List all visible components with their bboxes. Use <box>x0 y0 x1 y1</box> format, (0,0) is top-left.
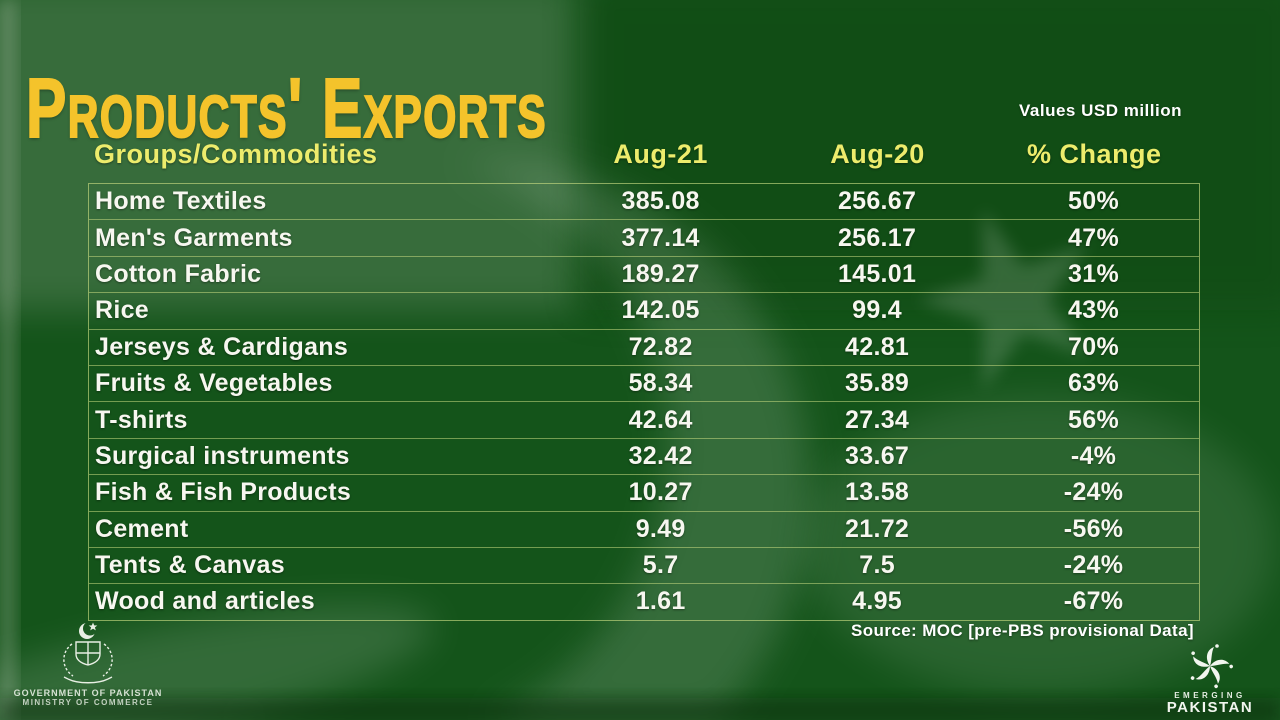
government-emblem-icon <box>46 620 130 686</box>
commodity-cell: Tents & Canvas <box>95 551 285 580</box>
page-title: Products' Exports <box>25 61 548 156</box>
table-row: Wood and articles 1.61 4.95 -67% <box>89 583 1199 619</box>
percent-change-cell: 31% <box>1068 259 1119 288</box>
table-row: Cotton Fabric 189.27 145.01 31% <box>89 255 1199 292</box>
table-row: Rice 142.05 99.4 43% <box>89 292 1199 328</box>
table-row: Cement 9.49 21.72 -56% <box>89 510 1199 547</box>
aug20-value-cell: 145.01 <box>837 259 917 288</box>
commodity-cell: Home Textiles <box>95 187 267 216</box>
aug21-value-cell: 58.34 <box>628 369 693 398</box>
percent-change-cell: 63% <box>1068 369 1119 398</box>
government-of-pakistan-logo: GOVERNMENT OF PAKISTAN MINISTRY OF COMME… <box>8 620 168 707</box>
aug20-value-cell: 256.17 <box>837 223 917 252</box>
commodity-cell: Men's Garments <box>95 223 293 252</box>
aug21-value-cell: 189.27 <box>621 259 700 288</box>
aug20-value-cell: 256.67 <box>837 187 917 216</box>
percent-change-cell: -24% <box>1063 551 1124 580</box>
table-row: T-shirts 42.64 27.34 56% <box>89 401 1199 437</box>
aug21-value-cell: 5.7 <box>642 551 679 580</box>
percent-change-cell: 50% <box>1068 187 1119 216</box>
table-row: Tents & Canvas 5.7 7.5 -24% <box>89 546 1199 583</box>
commodity-cell: Surgical instruments <box>95 441 350 470</box>
gov-label-line2: MINISTRY OF COMMERCE <box>22 698 154 707</box>
table-row: Jerseys & Cardigans 72.82 42.81 70% <box>89 328 1199 365</box>
percent-change-cell: -67% <box>1063 587 1124 616</box>
percent-change-cell: -24% <box>1063 478 1124 507</box>
emerging-label: EMERGING <box>1174 691 1246 700</box>
percent-change-cell: 43% <box>1068 296 1119 325</box>
percent-change-cell: 70% <box>1068 332 1119 361</box>
percent-change-cell: 56% <box>1068 405 1119 434</box>
aug21-value-cell: 72.82 <box>628 332 693 361</box>
commodity-cell: T-shirts <box>95 405 188 434</box>
commodity-cell: Cement <box>95 514 189 543</box>
commodity-cell: Fruits & Vegetables <box>95 369 333 398</box>
commodity-cell: Jerseys & Cardigans <box>95 332 349 361</box>
exports-table: Groups/Commodities Aug-21 Aug-20 % Chang… <box>88 136 1200 621</box>
source-note: Source: MOC [pre-PBS provisional Data] <box>851 621 1194 640</box>
aug20-value-cell: 13.58 <box>845 478 910 507</box>
aug21-value-cell: 377.14 <box>621 223 700 252</box>
pakistan-label: PAKISTAN <box>1166 699 1254 716</box>
emerging-pakistan-swirl-icon <box>1190 644 1233 689</box>
aug20-value-cell: 42.81 <box>845 332 910 361</box>
percent-change-cell: -4% <box>1070 441 1117 470</box>
commodity-cell: Cotton Fabric <box>95 259 262 288</box>
table-row: Men's Garments 377.14 256.17 47% <box>89 219 1199 255</box>
aug21-value-cell: 9.49 <box>635 514 686 543</box>
table-row: Fish & Fish Products 10.27 13.58 -24% <box>89 474 1199 510</box>
aug20-value-cell: 7.5 <box>859 551 895 580</box>
aug20-value-cell: 35.89 <box>845 369 910 398</box>
aug20-value-cell: 99.4 <box>852 296 902 325</box>
table-row: Surgical instruments 32.42 33.67 -4% <box>89 437 1199 474</box>
emerging-pakistan-logo: EMERGING PAKISTAN <box>1152 642 1268 716</box>
table-header-row: Groups/Commodities Aug-21 Aug-20 % Chang… <box>88 136 1200 172</box>
aug21-value-cell: 32.42 <box>628 441 693 470</box>
aug21-value-cell: 1.61 <box>635 587 686 616</box>
aug20-value-cell: 4.95 <box>852 587 902 616</box>
header-aug-21: Aug-21 <box>613 138 708 169</box>
commodity-cell: Wood and articles <box>95 587 315 616</box>
table-row: Fruits & Vegetables 58.34 35.89 63% <box>89 364 1199 401</box>
star-watermark-icon <box>916 209 1089 391</box>
commodity-cell: Rice <box>95 296 150 325</box>
header-percent-change: % Change <box>1027 138 1162 169</box>
gov-label-line1: GOVERNMENT OF PAKISTAN <box>13 688 163 698</box>
values-unit-note: Values USD million <box>1019 101 1182 120</box>
table-body: Home Textiles 385.08 256.67 50% Men's Ga… <box>88 183 1200 621</box>
aug21-value-cell: 142.05 <box>621 296 700 325</box>
aug20-value-cell: 21.72 <box>845 514 910 543</box>
aug21-value-cell: 10.27 <box>628 478 693 507</box>
header-groups-commodities: Groups/Commodities <box>94 138 378 169</box>
header-aug-20: Aug-20 <box>830 138 925 169</box>
percent-change-cell: -56% <box>1063 514 1124 543</box>
commodity-cell: Fish & Fish Products <box>95 478 352 507</box>
aug21-value-cell: 42.64 <box>628 405 693 434</box>
percent-change-cell: 47% <box>1068 223 1119 252</box>
aug21-value-cell: 385.08 <box>621 187 700 216</box>
aug20-value-cell: 27.34 <box>845 405 910 434</box>
table-row: Home Textiles 385.08 256.67 50% <box>89 184 1199 219</box>
aug20-value-cell: 33.67 <box>845 441 910 470</box>
